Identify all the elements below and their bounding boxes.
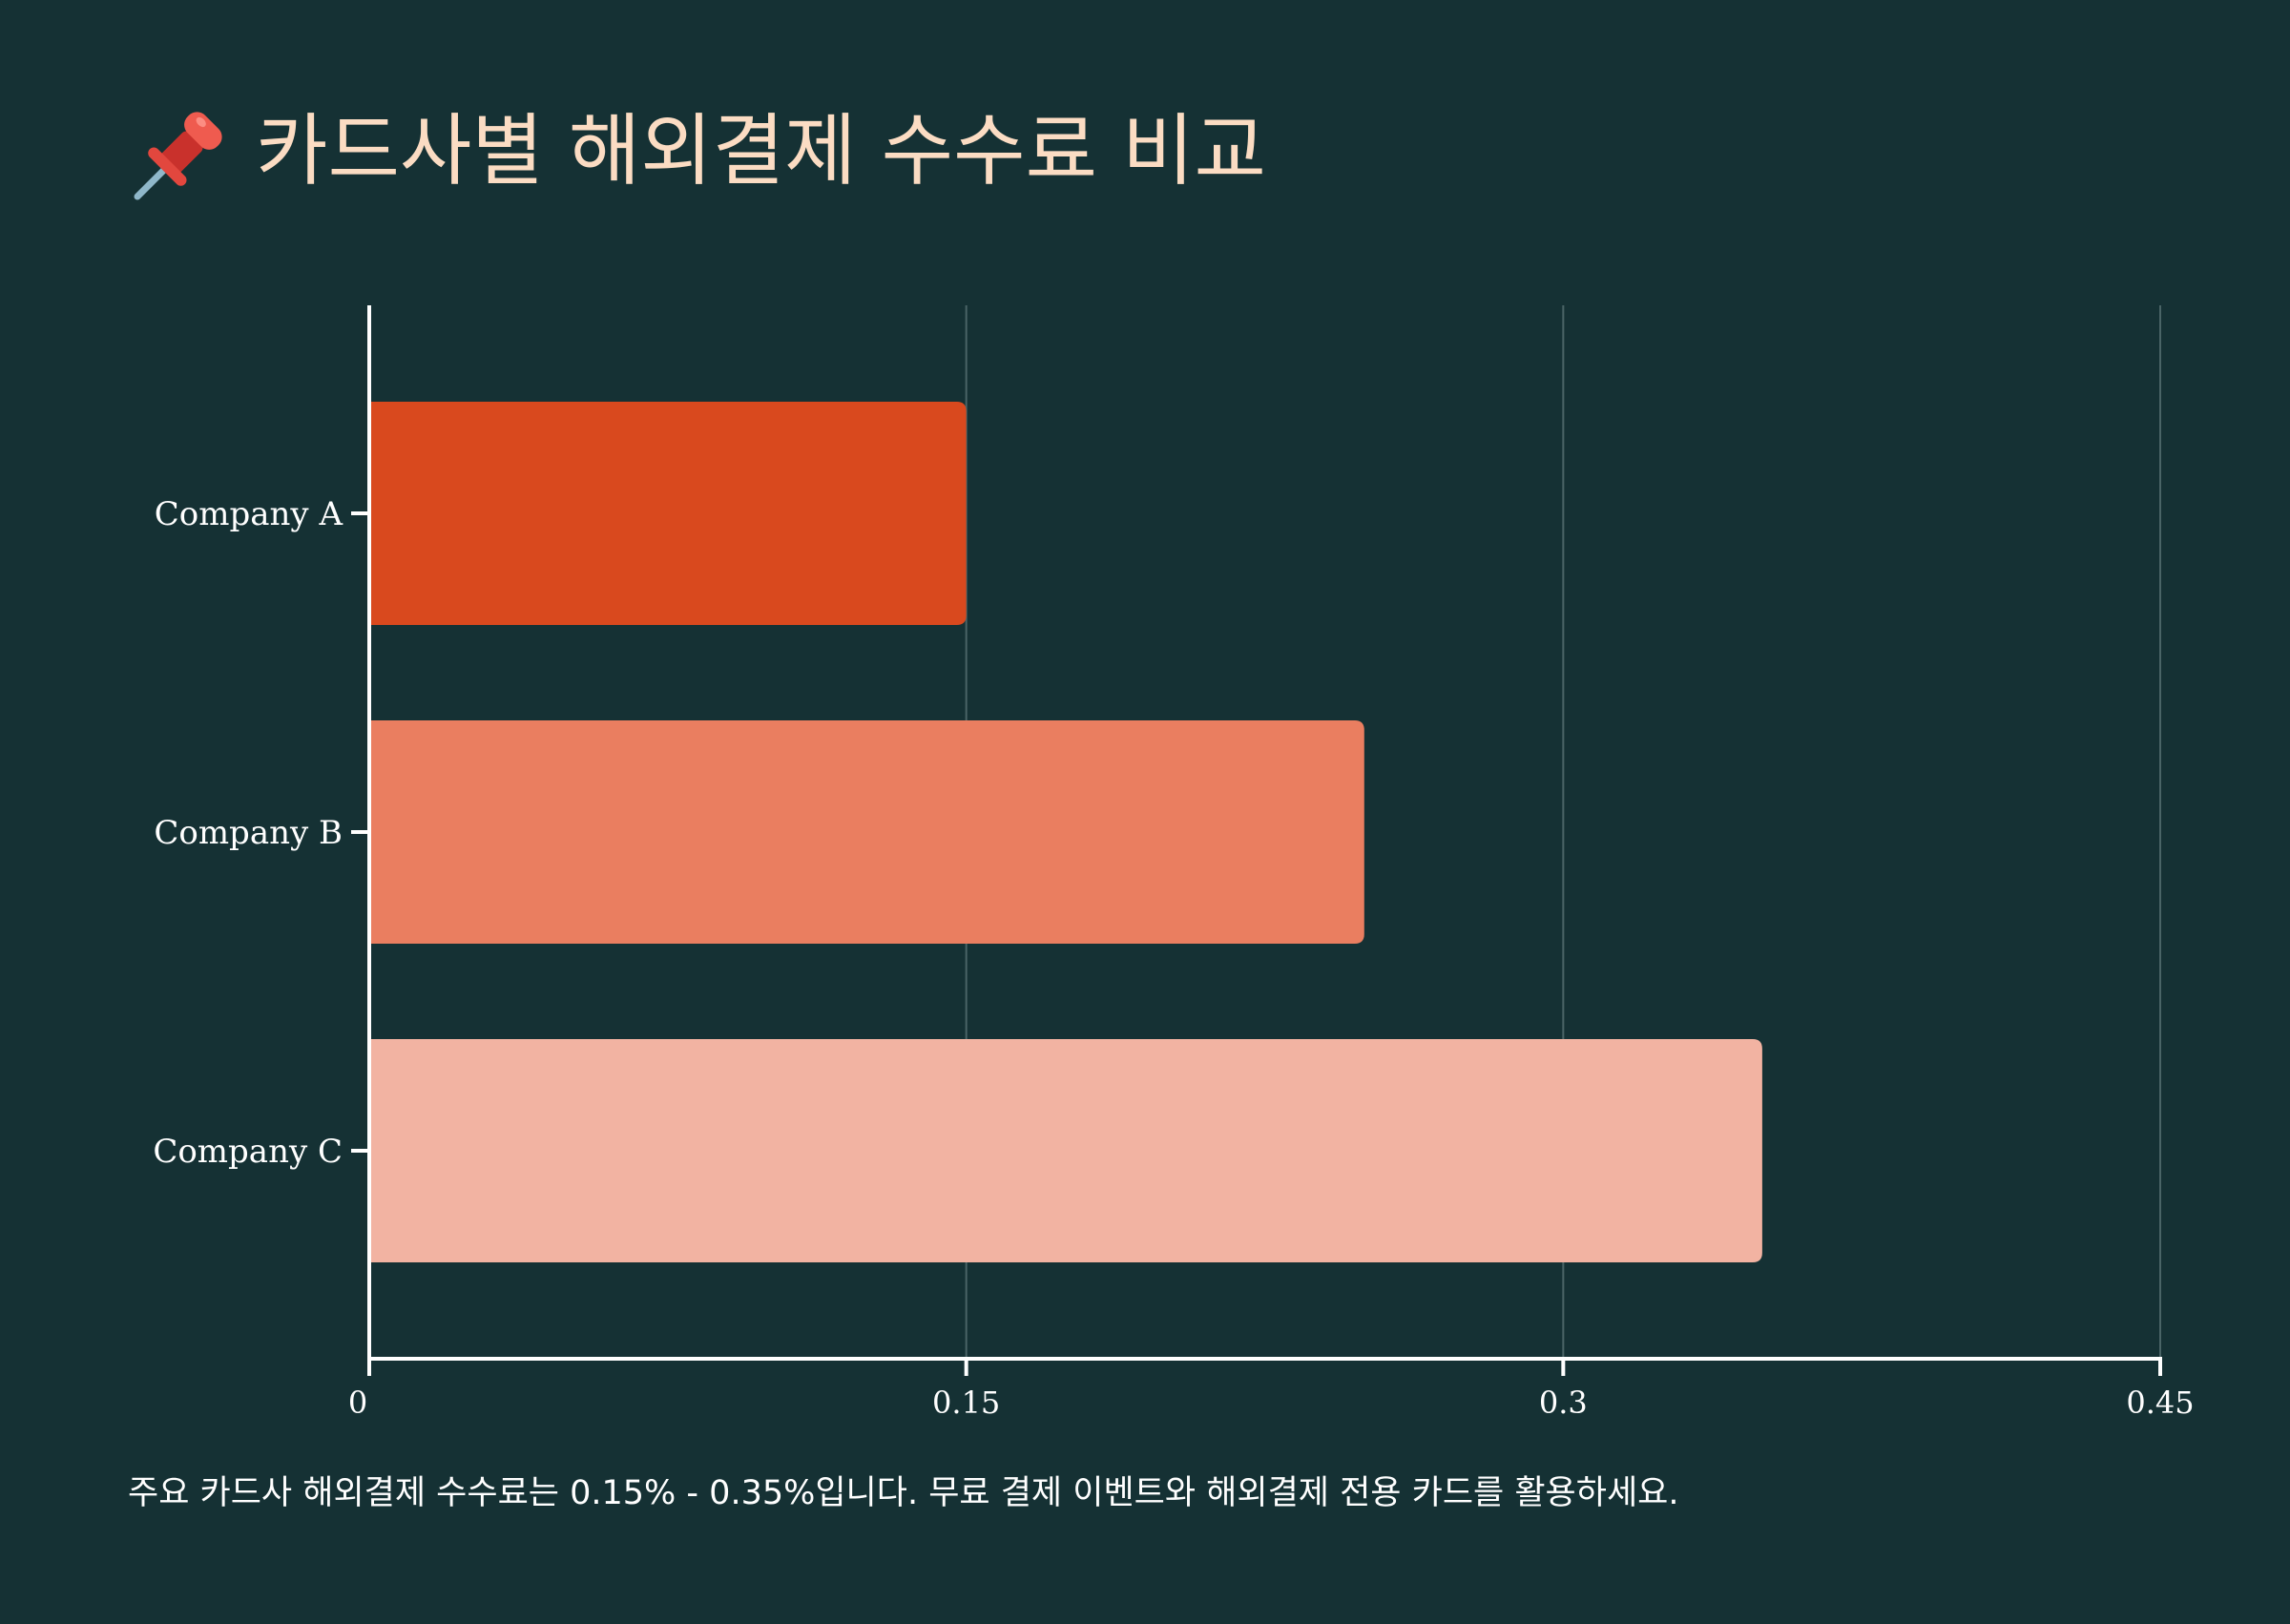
chart-title: 카드사별 해외결제 수수료 비교 xyxy=(130,99,1266,204)
pushpin-icon xyxy=(134,112,222,200)
bar-company-b xyxy=(369,720,1364,944)
bar-company-c xyxy=(369,1039,1762,1262)
axes: Company A Company B Company C 0 0.15 0.3 0.45 xyxy=(153,305,2195,1421)
category-label: Company C xyxy=(153,1133,343,1171)
category-label: Company A xyxy=(155,495,344,533)
bar-company-a xyxy=(369,402,967,625)
x-tick-label: 0.15 xyxy=(932,1385,1000,1421)
category-label: Company B xyxy=(154,814,343,852)
x-tick-label: 0.45 xyxy=(2126,1385,2194,1421)
footnote: 주요 카드사 해외결제 수수료는 0.15% - 0.35%입니다. 무료 결제… xyxy=(128,1474,1679,1512)
x-tick-label: 0.3 xyxy=(1539,1385,1588,1421)
x-tick-label: 0 xyxy=(348,1385,367,1421)
bars xyxy=(369,402,1762,1262)
title-text: 카드사별 해외결제 수수료 비교 xyxy=(256,106,1266,197)
